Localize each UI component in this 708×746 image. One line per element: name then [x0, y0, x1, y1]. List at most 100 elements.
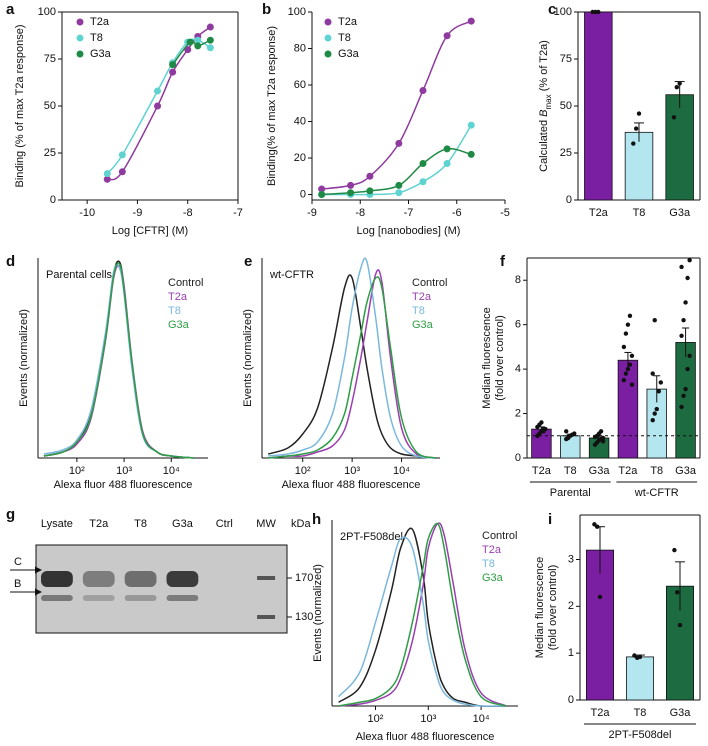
lane-label: G3a — [172, 518, 194, 530]
y-tick-label: 75 — [560, 53, 572, 65]
data-point — [600, 439, 606, 444]
data-point — [206, 44, 214, 52]
series-line — [267, 274, 437, 459]
data-point — [395, 139, 403, 147]
legend-label: T2a — [168, 291, 188, 303]
x-tick-label: G3a — [670, 707, 692, 719]
legend-label: T8 — [338, 32, 351, 44]
band — [82, 595, 115, 601]
unit-label: kDa — [291, 518, 311, 530]
data-point — [395, 181, 403, 189]
bar — [617, 359, 639, 459]
data-point — [683, 386, 688, 392]
y-tick-label: 100 — [38, 6, 56, 18]
x-tick-label: -7 — [233, 207, 243, 219]
legend-label: G3a — [90, 48, 112, 60]
y-tick-label: 1 — [568, 647, 574, 659]
data-point — [467, 121, 475, 129]
series-line — [268, 276, 437, 459]
legend-label: G3a — [412, 319, 434, 331]
plot-label: Parental cells — [46, 269, 113, 281]
data-point — [318, 191, 326, 199]
panel-letter: d — [6, 253, 15, 270]
x-tick-label: 10⁴ — [163, 465, 180, 477]
y-axis-label-part: B — [538, 109, 550, 116]
legend-marker — [324, 34, 332, 42]
data-point — [681, 393, 686, 398]
data-point — [623, 331, 629, 336]
y-axis-label: Calculated Bmax (% of T2a) — [538, 40, 553, 172]
legend-label: G3a — [338, 48, 360, 60]
band-label: B — [14, 578, 21, 590]
data-point — [419, 159, 427, 167]
data-point — [654, 406, 659, 412]
y-axis-label: Binding (% of max T2a response) — [14, 24, 26, 187]
series-line — [172, 39, 211, 66]
y-axis-label-line: Median fluorescence — [534, 557, 546, 659]
data-point — [419, 86, 427, 94]
x-tick-label: -8 — [355, 207, 365, 219]
data-point — [679, 404, 684, 410]
series-line — [338, 536, 507, 707]
x-tick-label: -7 — [404, 207, 414, 219]
x-tick-label: T8 — [564, 465, 577, 477]
data-point — [169, 61, 177, 69]
group-label: wt-CFTR — [634, 487, 679, 499]
data-point — [467, 17, 475, 25]
data-point — [652, 318, 657, 323]
x-tick-label: T8 — [650, 465, 663, 477]
data-point — [186, 38, 194, 46]
legend-marker — [76, 18, 84, 26]
data-point — [677, 81, 682, 86]
data-point — [206, 36, 214, 44]
ladder-band — [257, 576, 276, 580]
data-point — [539, 420, 544, 425]
legend-label: G3a — [482, 572, 504, 584]
data-point — [683, 300, 688, 305]
x-tick-label: -9 — [307, 207, 317, 219]
data-point — [419, 178, 427, 186]
bar — [624, 131, 654, 201]
band — [41, 571, 73, 587]
bar — [626, 656, 655, 701]
data-point — [347, 189, 355, 197]
x-axis-label: Alexa fluor 488 fluorescence — [356, 731, 495, 743]
ladder-band — [257, 615, 276, 619]
data-point — [636, 111, 642, 116]
y-axis-label-line: (fold over control) — [494, 315, 506, 401]
series-line — [268, 257, 437, 459]
data-point — [541, 429, 546, 434]
y-axis-label-line: Median fluorescence — [481, 307, 493, 409]
panel-letter: h — [312, 511, 321, 528]
series-line — [338, 522, 507, 707]
legend-label: Control — [412, 277, 447, 289]
plot-label: 2PT-F508del — [340, 531, 403, 543]
y-tick-label: 0 — [568, 694, 574, 706]
data-point — [366, 187, 374, 195]
x-tick-label: -6 — [452, 207, 462, 219]
y-tick-label: 50 — [560, 100, 572, 112]
legend-label: Control — [168, 277, 203, 289]
data-point — [621, 378, 627, 383]
band — [82, 571, 115, 587]
data-point — [685, 366, 690, 372]
panel-letter: f — [500, 253, 506, 270]
x-tick-label: 10⁴ — [473, 713, 490, 725]
legend-label: Control — [482, 530, 517, 542]
y-tick-label: 50 — [44, 100, 56, 112]
data-point — [627, 313, 633, 318]
data-point — [658, 380, 663, 385]
bar — [586, 549, 615, 701]
data-point — [685, 275, 690, 281]
bar — [675, 342, 696, 459]
y-tick-label: 25 — [560, 147, 572, 159]
data-point — [596, 9, 601, 15]
band — [124, 595, 157, 601]
data-point — [443, 145, 451, 153]
data-point — [687, 353, 692, 358]
x-tick-label: T2a — [589, 207, 609, 219]
data-point — [103, 175, 111, 183]
lane-label: T2a — [89, 518, 109, 530]
data-point — [103, 170, 111, 178]
data-point — [347, 181, 355, 189]
